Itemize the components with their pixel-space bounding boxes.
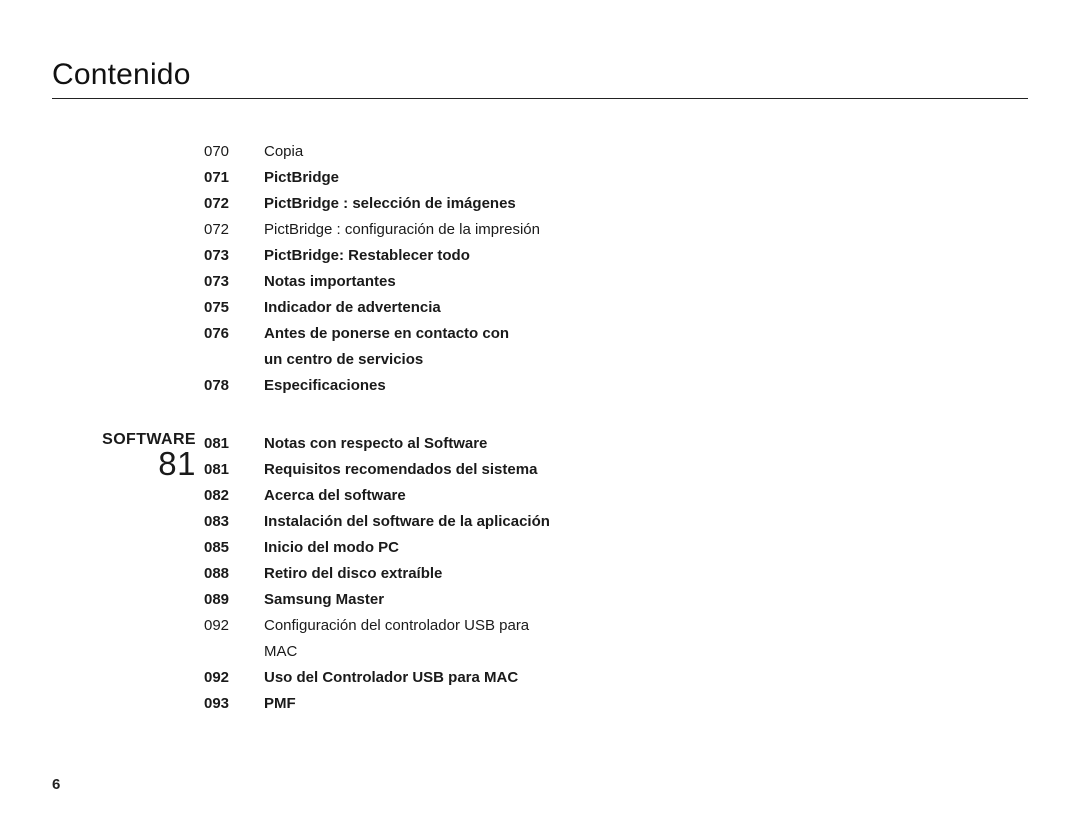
toc-row: 085 Inicio del modo PC <box>198 535 550 561</box>
toc-label: PictBridge : configuración de la impresi… <box>264 217 540 243</box>
section-0-header <box>52 139 198 399</box>
content-wrap: 070 Copia 071 PictBridge 072 PictBridge … <box>52 139 1080 399</box>
toc-page: 081 <box>198 431 264 457</box>
toc-label: Notas con respecto al Software <box>264 431 487 457</box>
toc-page: 089 <box>198 587 264 613</box>
title-divider <box>52 98 1028 99</box>
toc-page: 093 <box>198 691 264 717</box>
toc-label: Notas importantes <box>264 269 396 295</box>
toc-label: Requisitos recomendados del sistema <box>264 457 537 483</box>
toc-label: MAC <box>264 639 297 665</box>
toc-row: 092 Uso del Controlador USB para MAC <box>198 665 550 691</box>
toc-label: Acerca del software <box>264 483 406 509</box>
toc-row: un centro de servicios <box>198 347 540 373</box>
toc-row: 089 Samsung Master <box>198 587 550 613</box>
toc-label: Especificaciones <box>264 373 386 399</box>
toc-row: 082 Acerca del software <box>198 483 550 509</box>
toc-label: Configuración del controlador USB para <box>264 613 529 639</box>
toc-row: 072 PictBridge : selección de imágenes <box>198 191 540 217</box>
toc-page: 072 <box>198 191 264 217</box>
toc-label: Indicador de advertencia <box>264 295 441 321</box>
toc-page: 070 <box>198 139 264 165</box>
toc-row: 076 Antes de ponerse en contacto con <box>198 321 540 347</box>
toc-label: Instalación del software de la aplicació… <box>264 509 550 535</box>
toc-page <box>198 347 264 373</box>
section-1-big-number: 81 <box>52 445 196 483</box>
toc-row: 093 PMF <box>198 691 550 717</box>
section-1-header: SOFTWARE 81 <box>52 431 198 717</box>
toc-row: 070 Copia <box>198 139 540 165</box>
toc-page: 081 <box>198 457 264 483</box>
toc-label: Uso del Controlador USB para MAC <box>264 665 518 691</box>
toc-label: PictBridge: Restablecer todo <box>264 243 470 269</box>
section-1-entries: 081 Notas con respecto al Software 081 R… <box>198 431 550 717</box>
toc-label: Inicio del modo PC <box>264 535 399 561</box>
content-wrap: SOFTWARE 81 081 Notas con respecto al So… <box>52 431 1080 717</box>
toc-row: 078 Especificaciones <box>198 373 540 399</box>
toc-row: 081 Notas con respecto al Software <box>198 431 550 457</box>
toc-label: un centro de servicios <box>264 347 423 373</box>
toc-row: 071 PictBridge <box>198 165 540 191</box>
toc-label: Retiro del disco extraíble <box>264 561 442 587</box>
page-number: 6 <box>52 776 60 793</box>
toc-page: 071 <box>198 165 264 191</box>
toc-row: 072 PictBridge : configuración de la imp… <box>198 217 540 243</box>
toc-row: 075 Indicador de advertencia <box>198 295 540 321</box>
toc-row: 081 Requisitos recomendados del sistema <box>198 457 550 483</box>
toc-page: 073 <box>198 269 264 295</box>
toc-page: 092 <box>198 613 264 639</box>
toc-page: 082 <box>198 483 264 509</box>
toc-page: 076 <box>198 321 264 347</box>
toc-row: MAC <box>198 639 550 665</box>
toc-label: Samsung Master <box>264 587 384 613</box>
toc-page: 078 <box>198 373 264 399</box>
toc-label: Antes de ponerse en contacto con <box>264 321 509 347</box>
toc-label: PMF <box>264 691 296 717</box>
toc-row: 092 Configuración del controlador USB pa… <box>198 613 550 639</box>
toc-row: 088 Retiro del disco extraíble <box>198 561 550 587</box>
toc-page: 083 <box>198 509 264 535</box>
toc-row: 073 Notas importantes <box>198 269 540 295</box>
toc-page <box>198 639 264 665</box>
toc-page: 072 <box>198 217 264 243</box>
toc-label: Copia <box>264 139 303 165</box>
toc-label: PictBridge <box>264 165 339 191</box>
toc-page: 092 <box>198 665 264 691</box>
page-title: Contenido <box>52 58 1080 92</box>
toc-page: 085 <box>198 535 264 561</box>
toc-page: 073 <box>198 243 264 269</box>
toc-page: 088 <box>198 561 264 587</box>
toc-row: 083 Instalación del software de la aplic… <box>198 509 550 535</box>
toc-page: 075 <box>198 295 264 321</box>
toc-row: 073 PictBridge: Restablecer todo <box>198 243 540 269</box>
section-0-entries: 070 Copia 071 PictBridge 072 PictBridge … <box>198 139 540 399</box>
toc-label: PictBridge : selección de imágenes <box>264 191 516 217</box>
page-root: Contenido 070 Copia 071 PictBridge 072 P… <box>0 0 1080 815</box>
